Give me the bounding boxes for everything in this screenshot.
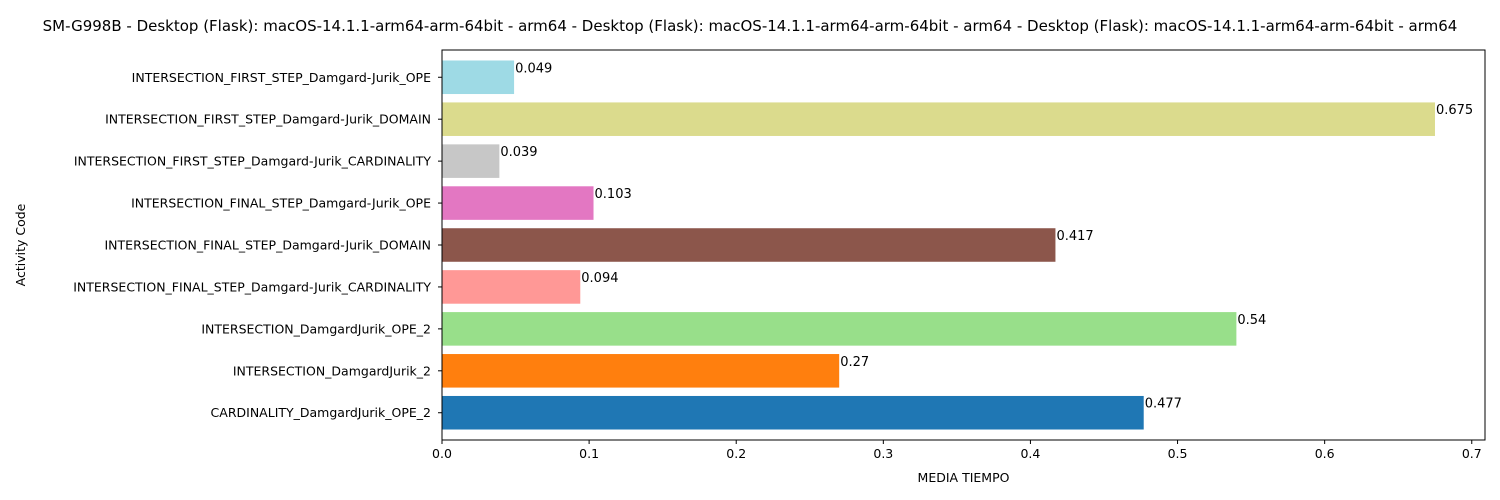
bar-value-label: 0.27 — [840, 355, 869, 370]
bar — [442, 354, 840, 388]
x-axis-label: MEDIA TIEMPO — [918, 470, 1010, 485]
bar-value-label: 0.049 — [515, 61, 552, 76]
x-tick-label: 0.3 — [873, 446, 893, 461]
bars-group — [442, 60, 1435, 430]
x-tick-label: 0.1 — [579, 446, 599, 461]
x-tick-label: 0.5 — [1168, 446, 1188, 461]
x-tick-label: 0.6 — [1315, 446, 1335, 461]
bar — [442, 186, 594, 220]
y-axis-label: Activity Code — [13, 203, 28, 286]
x-tick-label: 0.4 — [1020, 446, 1040, 461]
y-axis-ticks: CARDINALITY_DamgardJurik_OPE_2 INTERSECTI… — [73, 70, 442, 420]
plot-frame — [441, 49, 1486, 441]
y-tick-label: INTERSECTION_FINAL_STEP_Damgard-Jurik_DO… — [105, 238, 432, 253]
bar — [442, 270, 581, 304]
bar-value-label: 0.094 — [581, 271, 618, 286]
x-axis-ticks: 0.0 0.1 0.2 0.3 0.4 0.5 0.6 0.7 — [432, 440, 1482, 461]
y-tick-label: INTERSECTION_FIRST_STEP_Damgard-Jurik_CA… — [74, 154, 432, 169]
bar-value-label: 0.039 — [500, 145, 537, 160]
y-tick-label: INTERSECTION_FIRST_STEP_Damgard-Jurik_OP… — [132, 70, 431, 85]
x-tick-label: 0.2 — [726, 446, 746, 461]
y-tick-label: INTERSECTION_DamgardJurik_2 — [233, 363, 431, 378]
y-tick-label: INTERSECTION_FIRST_STEP_Damgard-Jurik_DO… — [105, 112, 431, 127]
bar — [442, 144, 500, 178]
x-tick-label: 0.7 — [1462, 446, 1482, 461]
bar — [442, 312, 1237, 346]
y-tick-label: INTERSECTION_DamgardJurik_OPE_2 — [201, 321, 431, 336]
bar-value-label: 0.54 — [1237, 313, 1266, 328]
y-tick-label: CARDINALITY_DamgardJurik_OPE_2 — [211, 405, 431, 420]
value-labels-group: 0.477 0.27 0.54 0.094 0.417 0.103 0.039 0.675 0.… — [500, 61, 1473, 411]
bar — [442, 102, 1435, 136]
chart-title: SM-G998B - Desktop (Flask): macOS-14.1.1… — [43, 17, 1458, 35]
bar — [442, 60, 515, 95]
bar-value-label: 0.675 — [1436, 103, 1473, 118]
bar — [442, 228, 1056, 262]
x-tick-label: 0.0 — [432, 446, 452, 461]
bar-value-label: 0.417 — [1056, 229, 1093, 244]
bar — [442, 395, 1144, 430]
bar-value-label: 0.103 — [595, 187, 632, 202]
y-tick-label: INTERSECTION_FINAL_STEP_Damgard-Jurik_CA… — [73, 279, 431, 294]
y-tick-label: INTERSECTION_FINAL_STEP_Damgard-Jurik_OP… — [131, 196, 431, 211]
bar-value-label: 0.477 — [1145, 397, 1182, 412]
